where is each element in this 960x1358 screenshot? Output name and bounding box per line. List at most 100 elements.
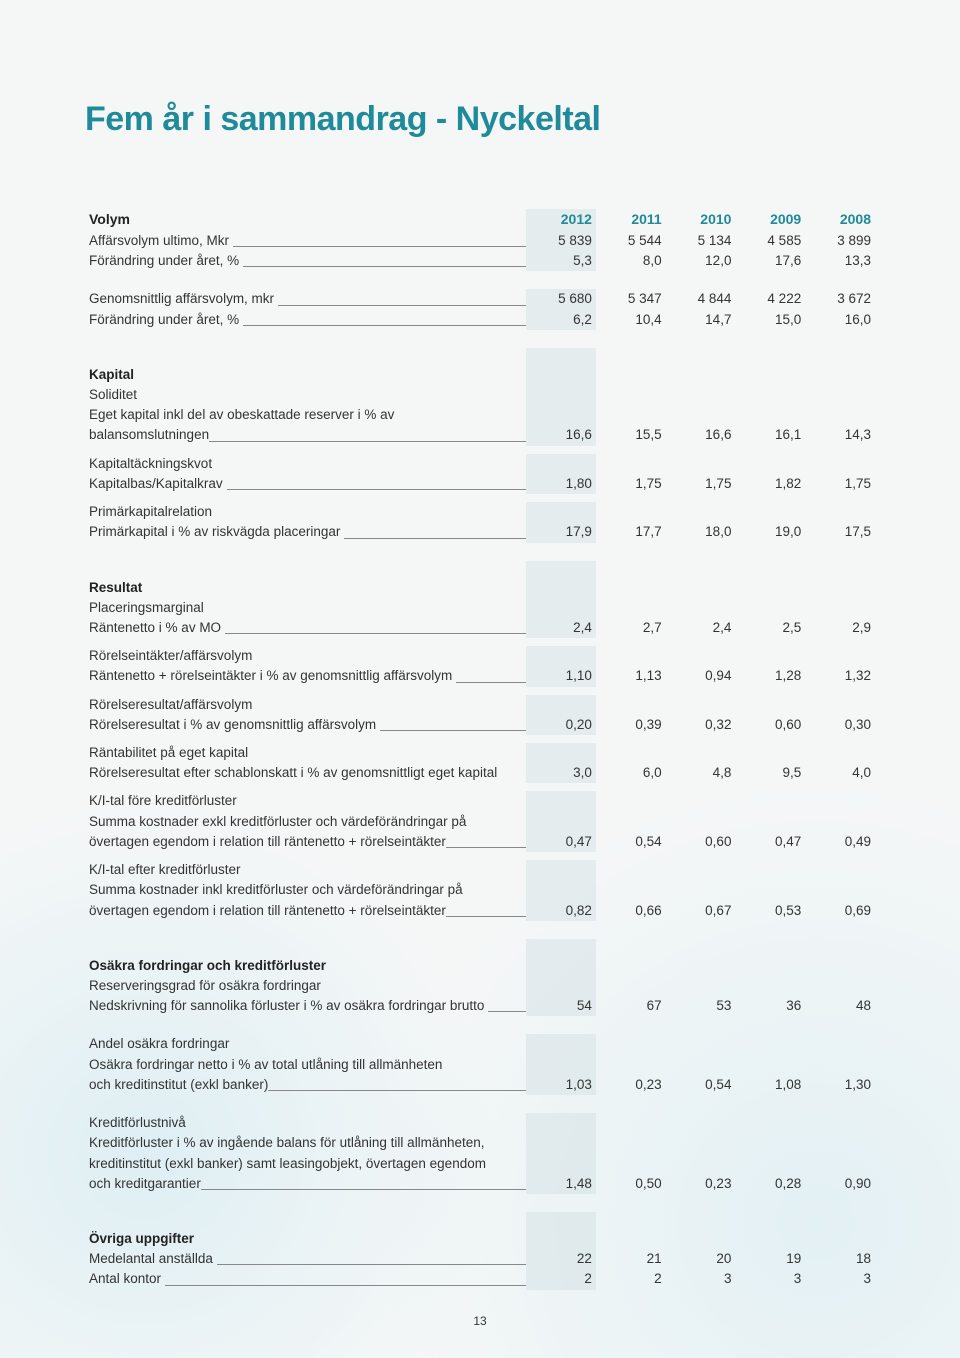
kredit-row-desc: Kreditförluster i % av ingående balans f… xyxy=(85,1133,875,1153)
resultat-header: Resultat xyxy=(85,561,875,598)
value-cell: 19 xyxy=(735,1249,805,1269)
andel-row-desc: Osäkra fordringar netto i % av total utl… xyxy=(85,1055,875,1075)
row-label: kreditinstitut (exkl banker) samt leasin… xyxy=(85,1154,526,1174)
value-cell xyxy=(735,1113,805,1133)
value-cell xyxy=(666,561,736,598)
value-cell: 10,4 xyxy=(596,310,666,330)
value-cell xyxy=(526,1154,596,1174)
volym-row: Förändring under året, %6,210,414,715,01… xyxy=(85,310,875,330)
spacer-row xyxy=(85,1095,875,1113)
value-cell xyxy=(526,1113,596,1133)
value-cell xyxy=(735,939,805,976)
row-label: Eget kapital inkl del av obeskattade res… xyxy=(85,405,526,425)
value-cell: 0,47 xyxy=(526,832,596,852)
value-cell xyxy=(805,976,875,996)
value-cell xyxy=(735,880,805,900)
value-cell: 0,47 xyxy=(735,832,805,852)
row-label: Rörelseresultat i % av genomsnittlig aff… xyxy=(85,715,526,735)
spacer-row xyxy=(85,1016,875,1034)
row-label: övertagen egendom i relation till ränten… xyxy=(85,832,526,852)
ki-eft-head: K/I-tal efter kreditförluster xyxy=(85,860,875,880)
value-cell xyxy=(596,743,666,763)
spacer-row xyxy=(85,543,875,561)
value-cell xyxy=(666,454,736,474)
ki-fore-row: övertagen egendom i relation till ränten… xyxy=(85,832,875,852)
value-cell xyxy=(735,646,805,666)
value-cell xyxy=(596,1034,666,1054)
value-cell xyxy=(735,1133,805,1153)
value-cell: 54 xyxy=(526,996,596,1016)
value-cell xyxy=(526,561,596,598)
value-cell: 4 222 xyxy=(735,289,805,309)
value-cell: 16,0 xyxy=(805,310,875,330)
rorint-head: Rörelseintäkter/affärsvolym xyxy=(85,646,875,666)
year-col-0: 2012 xyxy=(526,209,596,231)
value-cell xyxy=(735,812,805,832)
value-cell: 17,5 xyxy=(805,522,875,542)
value-cell xyxy=(666,1113,736,1133)
value-cell: 0,69 xyxy=(805,901,875,921)
value-cell: 0,90 xyxy=(805,1174,875,1194)
value-cell: 1,80 xyxy=(526,474,596,494)
osakra-header: Osäkra fordringar och kreditförluster xyxy=(85,939,875,976)
value-cell xyxy=(735,502,805,522)
value-cell: 4,8 xyxy=(666,763,736,783)
value-cell xyxy=(666,646,736,666)
value-cell xyxy=(666,860,736,880)
value-cell xyxy=(735,1055,805,1075)
value-cell xyxy=(596,385,666,405)
value-cell xyxy=(666,695,736,715)
value-cell xyxy=(596,598,666,618)
value-cell xyxy=(666,976,736,996)
value-cell xyxy=(805,791,875,811)
value-cell: 3 672 xyxy=(805,289,875,309)
value-cell xyxy=(526,812,596,832)
value-cell xyxy=(735,743,805,763)
spacer-row xyxy=(85,638,875,646)
value-cell xyxy=(596,561,666,598)
row-label: övertagen egendom i relation till ränten… xyxy=(85,901,526,921)
row-label: och kreditgarantier xyxy=(85,1174,526,1194)
value-cell: 9,5 xyxy=(735,763,805,783)
value-cell: 0,20 xyxy=(526,715,596,735)
value-cell xyxy=(735,1212,805,1249)
rorres-head: Rörelseresultat/affärsvolym xyxy=(85,695,875,715)
value-cell: 2,7 xyxy=(596,618,666,638)
reserv-head: Reserveringsgrad för osäkra fordringar xyxy=(85,976,875,996)
row-label: Reserveringsgrad för osäkra fordringar xyxy=(85,976,526,996)
value-cell: 1,08 xyxy=(735,1075,805,1095)
value-cell xyxy=(735,385,805,405)
volym-row: Genomsnittlig affärsvolym, mkr5 6805 347… xyxy=(85,289,875,309)
value-cell xyxy=(805,561,875,598)
value-cell: 0,60 xyxy=(666,832,736,852)
row-label: Räntenetto i % av MO xyxy=(85,618,526,638)
row-label: och kreditinstitut (exkl banker) xyxy=(85,1075,526,1095)
value-cell: 3 xyxy=(666,1269,736,1289)
rorint-row: Räntenetto + rörelseintäkter i % av geno… xyxy=(85,666,875,686)
value-cell xyxy=(596,646,666,666)
andel-head: Andel osäkra fordringar xyxy=(85,1034,875,1054)
value-cell xyxy=(526,1055,596,1075)
spacer-row xyxy=(85,271,875,289)
value-cell xyxy=(596,791,666,811)
value-cell xyxy=(666,348,736,385)
row-label: Rörelseresultat/affärsvolym xyxy=(85,695,526,715)
value-cell: 17,6 xyxy=(735,251,805,271)
value-cell: 18 xyxy=(805,1249,875,1269)
value-cell xyxy=(666,880,736,900)
plac-head: Placeringsmarginal xyxy=(85,598,875,618)
value-cell xyxy=(666,1212,736,1249)
row-label: Andel osäkra fordringar xyxy=(85,1034,526,1054)
reserv-row: Nedskrivning för sannolika förluster i %… xyxy=(85,996,875,1016)
value-cell: 2,9 xyxy=(805,618,875,638)
value-cell xyxy=(666,598,736,618)
ki-fore-row-desc: Summa kostnader exkl kreditförluster och… xyxy=(85,812,875,832)
value-cell xyxy=(735,1154,805,1174)
key-figures-table: Volym 2012 2011 2010 2009 2008 Affärsvol… xyxy=(85,209,875,1290)
primar-row: Primärkapital i % av riskvägda placering… xyxy=(85,522,875,542)
value-cell xyxy=(805,1154,875,1174)
row-label: Kreditförlustnivå xyxy=(85,1113,526,1133)
value-cell: 13,3 xyxy=(805,251,875,271)
value-cell xyxy=(805,939,875,976)
row-label: Primärkapital i % av riskvägda placering… xyxy=(85,522,526,542)
